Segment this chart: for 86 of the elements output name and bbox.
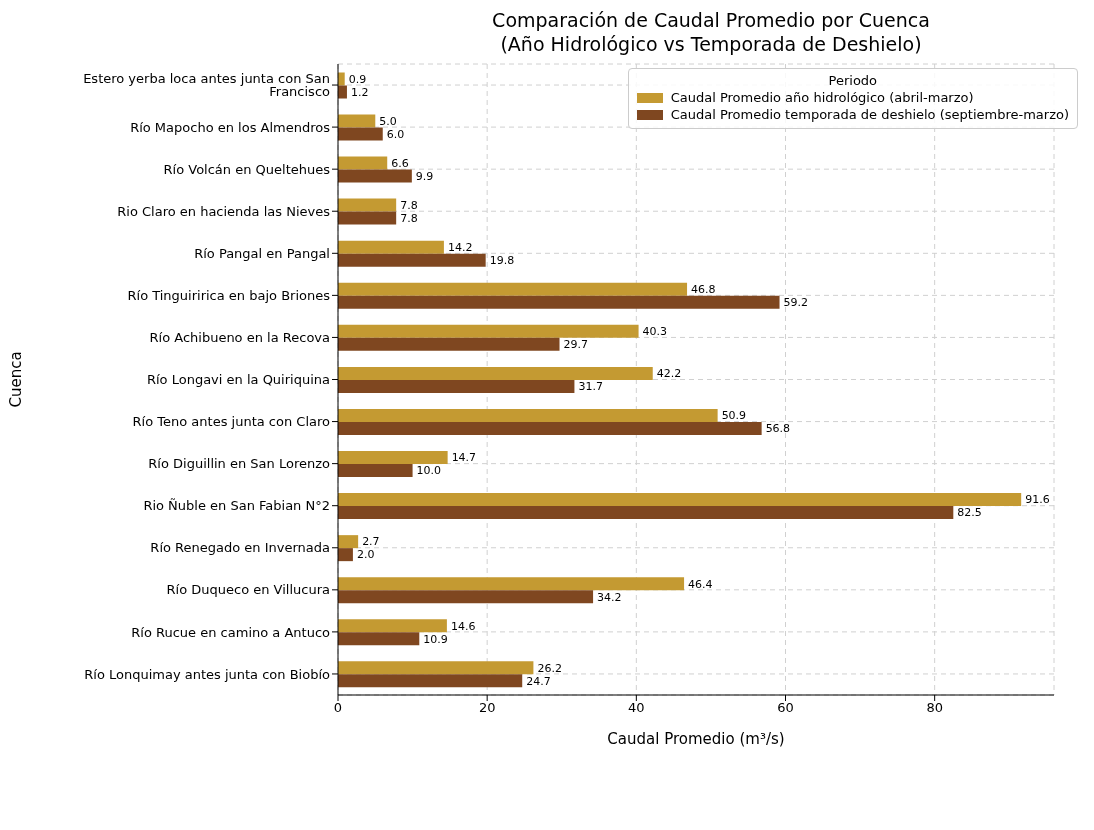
data-label: 19.8: [489, 254, 515, 268]
data-label: 2.7: [362, 535, 380, 549]
bar: [338, 211, 397, 225]
bar: [338, 674, 523, 688]
bar: [338, 548, 353, 562]
data-label: 59.2: [783, 296, 809, 310]
data-label: 14.2: [447, 241, 473, 255]
data-label: 2.0: [356, 548, 375, 562]
bar: [338, 169, 412, 183]
data-label: 46.4: [688, 577, 713, 591]
data-label: 0.9: [348, 72, 367, 86]
bar: [338, 451, 448, 465]
y-tick-label: Río Renegado en Invernada: [150, 540, 330, 556]
data-label: 9.9: [415, 169, 434, 183]
y-tick-label: Estero yerba loca antes junta con San Francisco: [83, 71, 331, 100]
bar: [338, 366, 653, 380]
data-label: 10.0: [416, 464, 442, 478]
data-label: 7.8: [400, 211, 418, 225]
data-label: 29.7: [563, 338, 589, 352]
chart-title: Comparación de Caudal Promedio por Cuenca (Año Hidrológico vs Temporada de Deshielo): [491, 8, 931, 56]
y-tick-label: Río Volcán en Queltehues: [163, 161, 331, 177]
data-label: 6.0: [386, 127, 405, 141]
data-label: 91.6: [1025, 493, 1050, 507]
bar: [338, 114, 376, 128]
data-label: 1.2: [350, 85, 369, 99]
bar: [338, 661, 534, 675]
bar: [338, 156, 388, 170]
bar: [338, 619, 447, 633]
data-label: 31.7: [578, 380, 603, 394]
y-tick-label: Río Rucue en camino a Antuco: [131, 624, 331, 640]
y-tick-label: Rio Ñuble en San Fabian N°2: [143, 498, 330, 514]
bar: [338, 379, 575, 393]
bar: [338, 632, 420, 646]
bar: [338, 295, 780, 309]
data-label: 40.3: [642, 325, 668, 339]
x-tick-label: 20: [478, 700, 496, 716]
x-tick-label: 80: [926, 700, 943, 716]
data-label: 14.6: [450, 619, 476, 633]
legend-label: Caudal Promedio temporada de deshielo (septiembre-marzo): [670, 107, 1069, 122]
y-tick-label: Río Duqueco en Villucura: [166, 582, 330, 598]
data-label: 10.9: [423, 632, 448, 646]
x-axis-title: Caudal Promedio (m³/s): [607, 729, 785, 748]
y-tick-label: Río Tinguiririca en bajo Briones: [127, 287, 331, 303]
bar: [338, 535, 359, 549]
y-tick-label: Rio Claro en hacienda las Nieves: [117, 203, 331, 219]
y-tick-label: Río Teno antes junta con Claro: [132, 414, 331, 430]
y-tick-label: Río Lonquimay antes junta con Biobío: [84, 666, 331, 682]
data-label: 42.2: [656, 367, 682, 381]
bar: [338, 421, 762, 435]
data-label: 24.7: [526, 674, 551, 688]
y-tick-label: Río Achibueno en la Recova: [149, 330, 330, 346]
legend-label: Caudal Promedio año hidrológico (abril-marzo): [670, 90, 974, 105]
bar: [338, 577, 685, 591]
legend-title: Periodo: [827, 73, 879, 88]
data-label: 34.2: [597, 590, 622, 604]
data-label: 14.7: [451, 451, 477, 465]
bar: [338, 493, 1022, 507]
x-tick-label: 60: [777, 700, 794, 716]
data-label: 82.5: [957, 506, 982, 520]
bar: [338, 85, 347, 99]
bar: [338, 337, 560, 351]
y-tick-label: Río Diguillin en San Lorenzo: [148, 456, 331, 472]
bar: [338, 324, 639, 338]
bar: [338, 282, 688, 296]
bar: [338, 590, 594, 604]
x-tick-label: 0: [333, 700, 343, 716]
bar: [338, 464, 413, 478]
data-label: 5.0: [379, 114, 397, 128]
bar: [338, 198, 397, 212]
bar: [338, 253, 486, 267]
y-tick-label: Río Mapocho en los Almendros: [130, 119, 331, 135]
data-label: 46.8: [691, 283, 716, 297]
y-axis-title: Cuenca: [7, 351, 26, 408]
data-label: 56.8: [765, 422, 791, 436]
data-label: 7.8: [400, 198, 418, 212]
y-tick-label: Río Longavi en la Quiriquina: [146, 372, 330, 388]
x-tick-label: 40: [628, 700, 645, 716]
y-tick-label: Río Pangal en Pangal: [194, 245, 330, 261]
data-label: 50.9: [721, 409, 747, 423]
bar: [338, 72, 345, 86]
data-label: 6.6: [391, 156, 409, 170]
bar: [338, 127, 383, 141]
data-label: 26.2: [537, 661, 562, 675]
bar: [338, 240, 444, 254]
bar: [338, 506, 954, 520]
bar: [338, 408, 718, 422]
